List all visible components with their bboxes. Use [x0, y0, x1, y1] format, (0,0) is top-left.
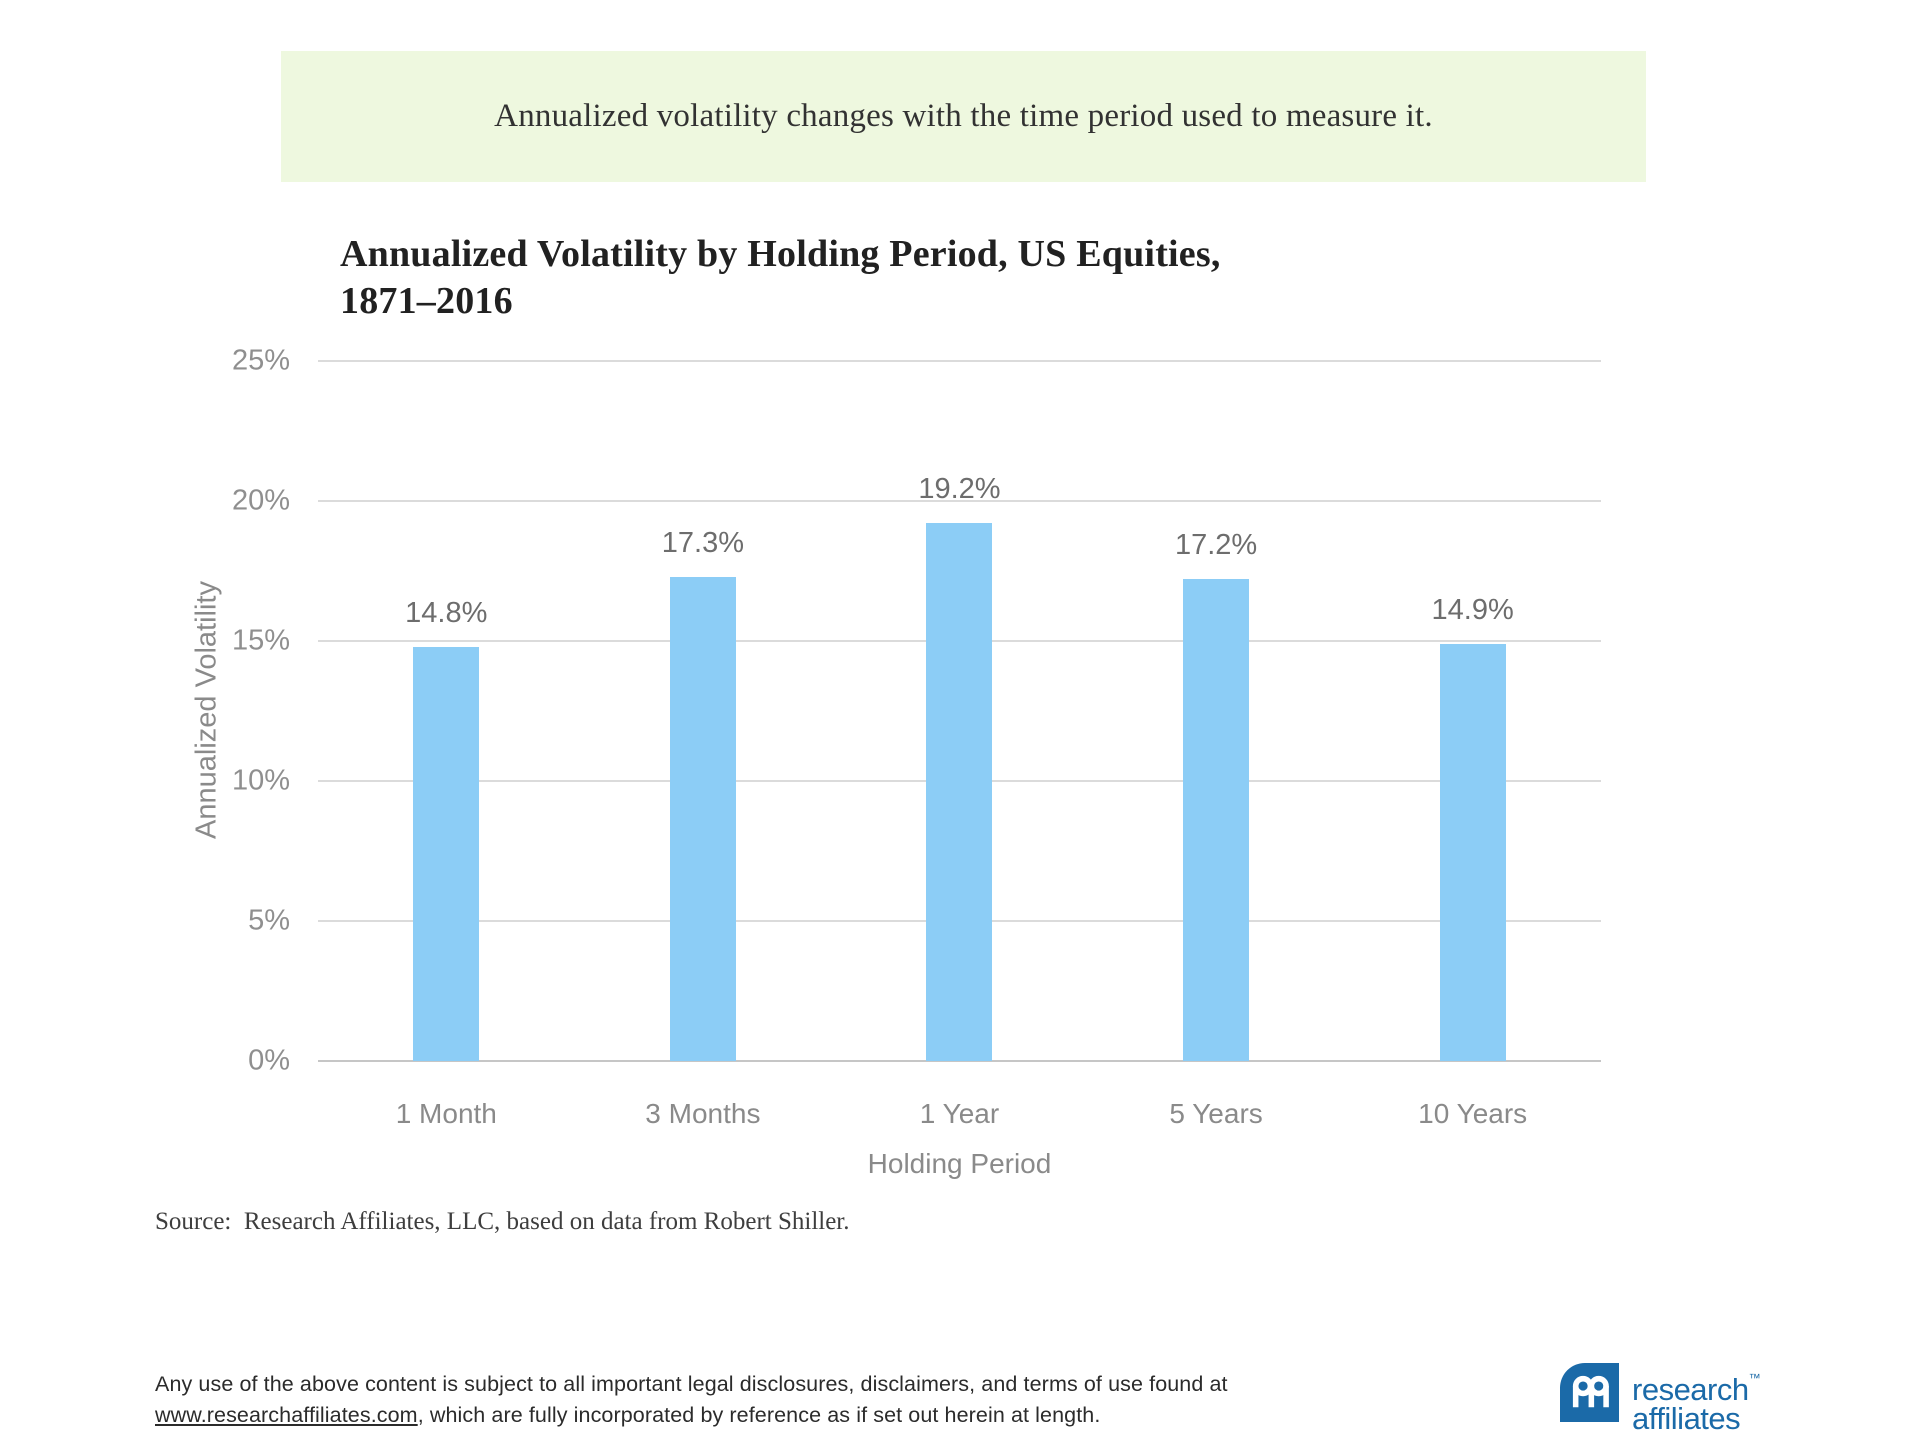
chart-title: Annualized Volatility by Holding Period,… — [340, 231, 1221, 325]
gridline-20pct — [318, 500, 1601, 502]
x-tick-1-year: 1 Year — [919, 1098, 1000, 1129]
y-tick-15pct: 15% — [231, 624, 290, 657]
y-axis-tick-labels: 0% 5% 10% 15% 20% 25% — [150, 345, 290, 1077]
bar-value-1-month: 14.8% — [405, 596, 488, 629]
chart-title-line-2: 1871–2016 — [340, 280, 513, 322]
gridline-0pct — [318, 1060, 1601, 1062]
logo-word-research: research™ — [1632, 1371, 1761, 1407]
bar-column-1-month: 14.8% — [318, 361, 575, 1061]
bar-value-3-months: 17.3% — [661, 526, 745, 559]
bar-column-1-year: 19.2% — [831, 361, 1088, 1061]
y-tick-20pct: 20% — [231, 484, 290, 517]
x-axis-title: Holding Period — [867, 1148, 1052, 1179]
x-tick-3-months: 3 Months — [645, 1098, 761, 1129]
chart-title-line-1: Annualized Volatility by Holding Period,… — [340, 233, 1221, 275]
bar-value-1-year: 19.2% — [918, 473, 1001, 506]
banner-text: Annualized volatility changes with the t… — [494, 98, 1433, 134]
bar-1-year — [926, 523, 993, 1061]
y-tick-0pct: 0% — [248, 1044, 290, 1077]
researchaffiliates-link[interactable]: www.researchaffiliates.com — [155, 1403, 418, 1427]
bar-value-5-years: 17.2% — [1174, 529, 1258, 562]
logo-wordmark: research™ affiliates — [1632, 1364, 1761, 1436]
banner: Annualized volatility changes with the t… — [281, 51, 1646, 182]
ra-monogram-icon — [1560, 1363, 1619, 1422]
x-tick-5-years: 5 Years — [1169, 1098, 1263, 1129]
footer-line-2: www.researchaffiliates.com, which are fu… — [155, 1400, 1365, 1431]
research-affiliates-logo: research™ affiliates — [1560, 1363, 1761, 1436]
bar-value-10-years: 14.9% — [1431, 593, 1514, 626]
x-axis-tick-labels: 1 Month 3 Months 1 Year 5 Years 10 Years — [318, 1094, 1601, 1134]
plot-area: 14.8% 17.3% 19.2% 17.2% 14.9% — [318, 360, 1601, 1062]
x-tick-10-years: 10 Years — [1418, 1098, 1528, 1129]
y-tick-25pct: 25% — [231, 344, 290, 377]
logo-word-affiliates: affiliates — [1632, 1401, 1741, 1436]
bars-row: 14.8% 17.3% 19.2% 17.2% 14.9% — [318, 361, 1601, 1061]
bar-1-month — [413, 646, 480, 1061]
source-note: Source: Research Affiliates, LLC, based … — [155, 1208, 850, 1235]
gridline-25pct — [318, 360, 1601, 362]
footer-disclaimer: Any use of the above content is subject … — [155, 1369, 1365, 1431]
bar-column-3-months: 17.3% — [575, 361, 832, 1061]
footer-line-2-rest: , which are fully incorporated by refere… — [417, 1403, 1101, 1427]
y-tick-5pct: 5% — [248, 904, 290, 937]
x-tick-1-month: 1 Month — [395, 1098, 497, 1129]
trademark-symbol: ™ — [1748, 1371, 1761, 1385]
bar-3-months — [669, 576, 736, 1061]
bar-column-10-years: 14.9% — [1344, 361, 1601, 1061]
bar-5-years — [1183, 579, 1250, 1061]
bar-column-5-years: 17.2% — [1088, 361, 1345, 1061]
y-tick-10pct: 10% — [231, 764, 290, 797]
footer-line-1: Any use of the above content is subject … — [155, 1372, 1228, 1396]
bar-10-years — [1439, 643, 1506, 1061]
